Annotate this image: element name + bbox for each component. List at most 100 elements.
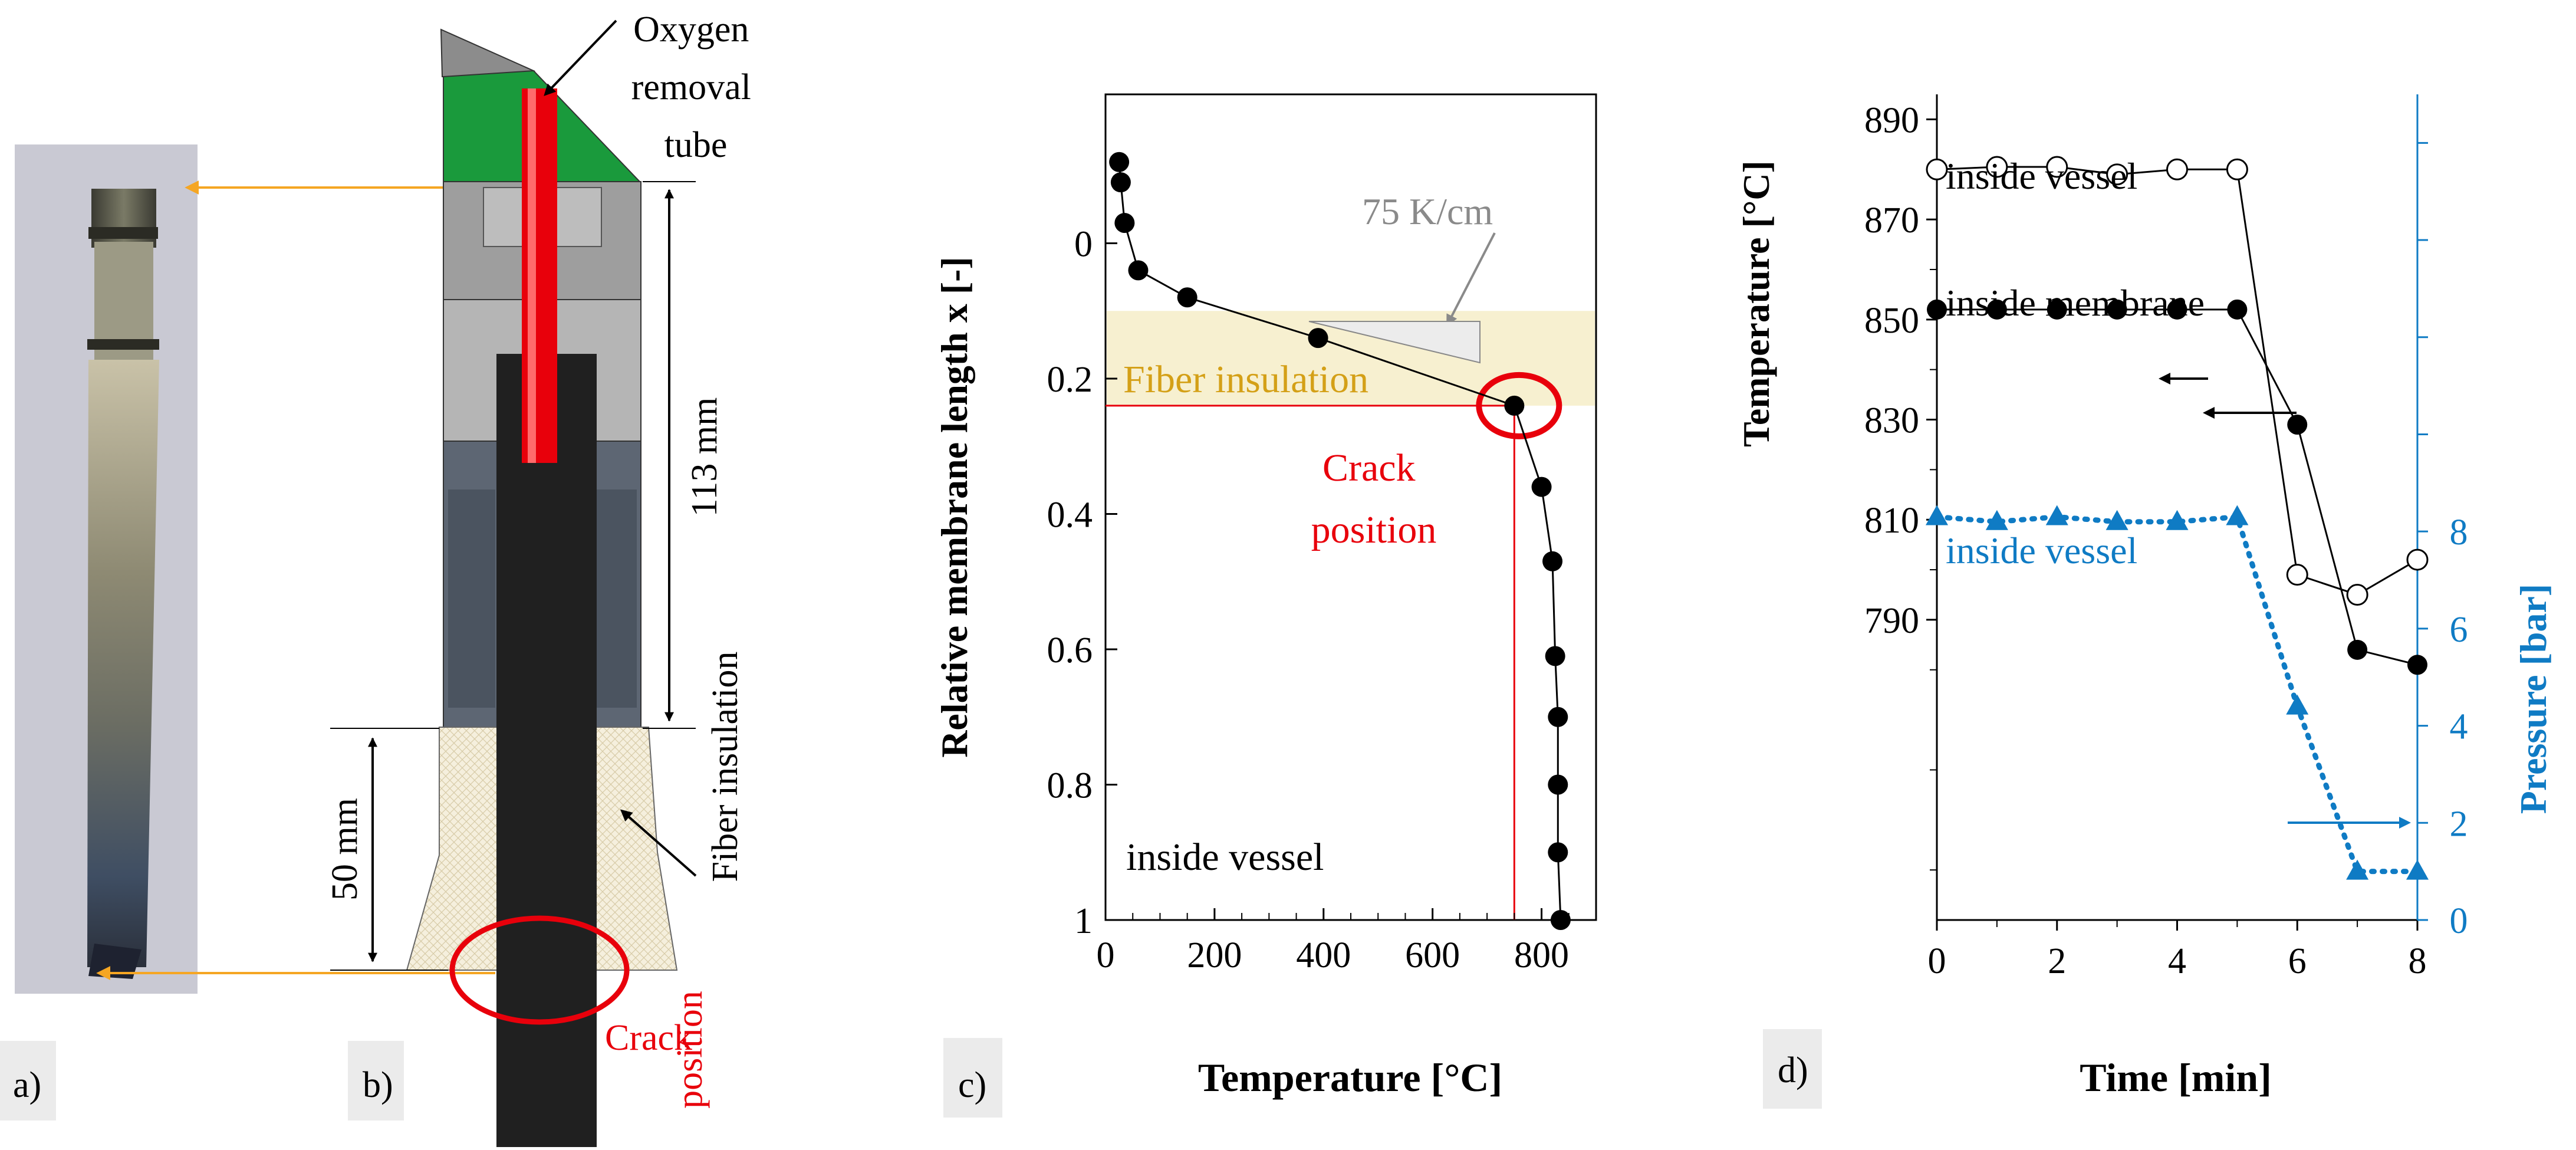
tube-label-arrow	[544, 19, 617, 96]
crack-label-b-line2: position	[670, 991, 710, 1109]
x-tick-label: 6	[2288, 941, 2307, 981]
data-point	[1110, 172, 1131, 193]
panel-d-label-box	[1763, 1029, 1822, 1109]
data-point-open	[2226, 158, 2248, 180]
data-point	[1308, 328, 1328, 349]
panel-d-label: d)	[1778, 1050, 1808, 1090]
svg-text:Oxygen removal tub: Oxygen removal tube	[631, 9, 761, 165]
data-point-triangle	[2286, 694, 2309, 715]
chart-d-vessel-pressure-label: inside vessel	[1946, 530, 2137, 571]
panel-a: a)	[0, 144, 495, 1121]
chart-d-membrane-temp-label: inside membrane	[1946, 282, 2205, 324]
panel-c-label-box	[943, 1038, 1002, 1118]
chart-c-slope-label: 75 K/cm	[1362, 190, 1493, 232]
x-tick-label: 8	[2409, 941, 2427, 981]
y2-tick-label: 8	[2450, 512, 2468, 553]
membrane-tube-texture	[496, 354, 597, 1147]
panel-a-label: a)	[13, 1065, 41, 1105]
chart-c-slope-arrow	[1446, 232, 1496, 327]
data-point-open	[1926, 158, 1948, 180]
x-tick-label: 2	[2048, 941, 2066, 981]
panel-b: Oxygen removal tube 113 mm 50 mm Fiber i…	[325, 9, 761, 1147]
data-point-open	[2166, 158, 2188, 180]
y2-tick-label: 6	[2450, 610, 2468, 650]
y-tick-label: 870	[1864, 201, 1919, 241]
fiber-label-arrow	[620, 809, 697, 877]
x-tick-label: 0	[1097, 935, 1115, 975]
y-tick-label: 830	[1864, 401, 1919, 441]
series-line-2	[1934, 514, 2420, 875]
data-point-triangle	[1926, 505, 1948, 525]
data-point-triangle	[2226, 505, 2249, 525]
svg-text:Crack position: Crack position	[1311, 446, 1437, 551]
crack-ellipse-c	[1476, 372, 1562, 439]
chart-c-ylabel: Relative membrane length x [-]	[933, 257, 975, 758]
y2-tick-label: 0	[2450, 901, 2468, 941]
data-point	[1548, 774, 1568, 795]
data-point-open	[2046, 156, 2068, 178]
chart-d-y2label: Pressure [bar]	[2512, 584, 2554, 814]
crack-label-b-line1: Crack	[605, 1018, 692, 1058]
y-tick-label: 0.2	[1047, 360, 1093, 400]
x-tick-label: 0	[1928, 941, 1946, 981]
data-point	[1109, 152, 1130, 172]
data-point	[1542, 551, 1563, 571]
chart-c-slope-triangle	[1308, 321, 1481, 364]
data-point	[1545, 646, 1565, 666]
data-point-open	[2406, 548, 2429, 571]
data-point-filled	[2407, 655, 2427, 675]
x-tick-label: 800	[1514, 935, 1569, 975]
data-point	[1531, 477, 1552, 497]
svg-text:Crack: Crack	[605, 1018, 692, 1058]
data-point-triangle	[2166, 510, 2189, 530]
data-point-open	[1986, 156, 2008, 178]
data-point-triangle	[2406, 859, 2429, 880]
data-point-open	[2286, 564, 2308, 586]
data-point-triangle	[2346, 859, 2369, 880]
data-point-filled	[2347, 639, 2368, 660]
data-point-triangle	[2045, 505, 2068, 525]
tube-label-line1: Oxygen	[633, 9, 749, 50]
y2-tick-label: 2	[2450, 804, 2468, 844]
y-tick-label: 0.6	[1047, 630, 1093, 671]
data-point	[1114, 213, 1135, 234]
chart-d-vessel-temp-label: inside vessel	[1946, 155, 2137, 197]
chart-c-fiber-label: Fiber insulation	[1123, 358, 1368, 401]
data-point	[1548, 842, 1568, 863]
data-point	[1550, 910, 1571, 930]
data-point-filled	[2107, 299, 2127, 320]
chart-c-crack-line2: position	[1311, 508, 1437, 551]
data-point-triangle	[1985, 510, 2008, 530]
x-tick-label: 200	[1187, 935, 1242, 975]
chart-c-xlabel: Temperature [°C]	[1198, 1055, 1502, 1100]
data-point-filled	[2167, 299, 2187, 320]
y-tick-label: 890	[1864, 100, 1919, 140]
chart-c-frame	[1104, 93, 1597, 921]
data-point-filled	[2227, 299, 2248, 320]
series-line-1	[1936, 308, 2419, 666]
x-tick-label: 400	[1296, 935, 1351, 975]
data-point-triangle	[2105, 510, 2128, 530]
data-point-open	[2106, 163, 2128, 186]
oxygen-removal-tube-highlight	[528, 88, 536, 463]
housing-lower-inner-r	[590, 489, 637, 708]
y-tick-label: 0.8	[1047, 765, 1093, 806]
dim-50-label: 50 mm	[325, 798, 365, 901]
panel-b-label-box	[348, 1041, 404, 1121]
tube-label-line2: removal	[631, 67, 751, 107]
y2-tick-label: 4	[2450, 707, 2468, 747]
chart-d-xlabel: Time [min]	[2080, 1055, 2272, 1100]
x-tick-label: 4	[2168, 941, 2186, 981]
membrane-photo	[87, 189, 159, 979]
y-tick-label: 0.4	[1047, 495, 1093, 535]
fiber-insulation-label-b: Fiber insulation	[705, 652, 745, 882]
chart-temperature-profile: 0 200 400 600 800 0 0.2 0.4 0.6 0.8 1 Relative mem…	[933, 93, 1597, 1118]
data-point-filled	[2047, 299, 2067, 320]
dim-113-label: 113 mm	[685, 397, 725, 517]
y-tick-label: 790	[1864, 601, 1919, 641]
data-point-filled	[2287, 415, 2308, 435]
crack-ellipse-b	[449, 915, 630, 1025]
oxygen-removal-tube	[522, 88, 557, 463]
chart-c-crack-line1: Crack	[1322, 446, 1416, 489]
panel-a-label-box	[0, 1041, 56, 1121]
